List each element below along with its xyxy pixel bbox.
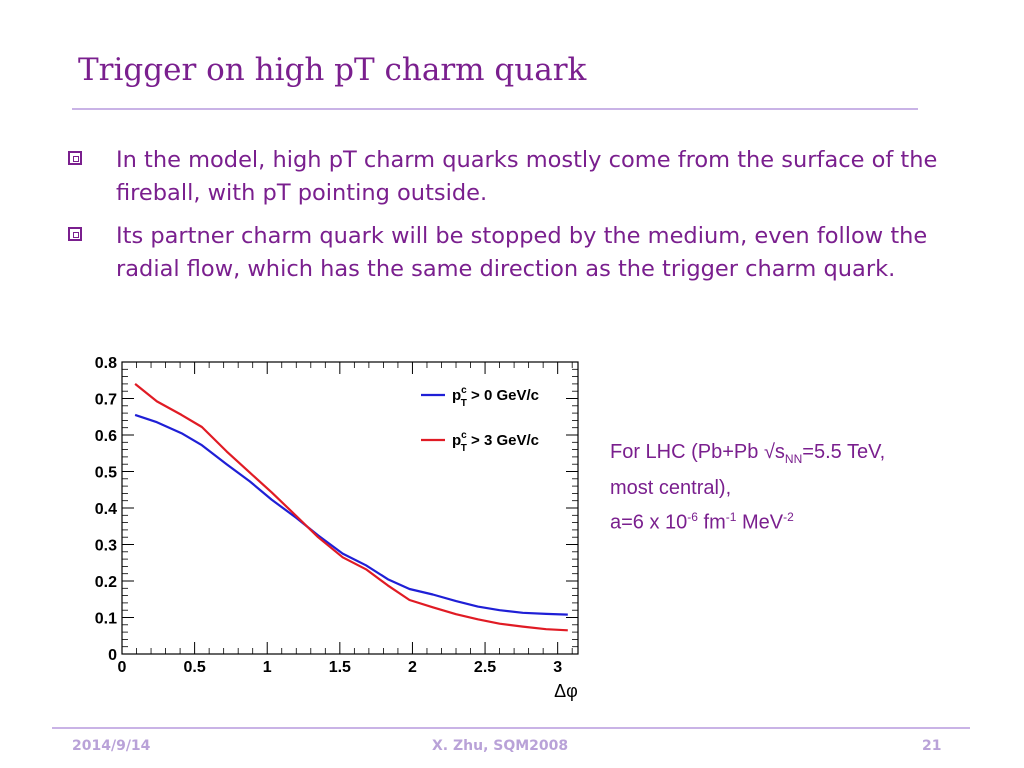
note-line-3: a=6 x 10-6 fm-1 MeV-2	[610, 510, 794, 534]
legend-label-1: pc T > 3 GeV/c	[452, 430, 539, 454]
series-line-0	[134, 413, 568, 616]
title-divider	[72, 108, 918, 110]
x-tick-label: 1	[263, 659, 272, 676]
bullet-item: Its partner charm quark will be stopped …	[66, 220, 966, 286]
y-tick-label: 0.1	[95, 611, 117, 628]
legend-label-0: pc T > 0 GeV/c	[452, 385, 539, 409]
bullet-item: In the model, high pT charm quarks mostl…	[66, 144, 966, 210]
bullet-list: In the model, high pT charm quarks mostl…	[66, 144, 966, 296]
x-tick-label: 1.5	[329, 659, 351, 676]
x-tick-label: 0	[118, 659, 127, 676]
bullet-text: Its partner charm quark will be stopped …	[116, 223, 928, 282]
y-tick-label: 0.8	[95, 355, 117, 372]
x-tick-label: 3	[553, 659, 562, 676]
note-line-2: most central),	[610, 477, 732, 499]
note-line-1: For LHC (Pb+Pb √sNN=5.5 TeV,	[610, 441, 886, 466]
y-tick-label: 0.5	[95, 465, 117, 482]
footer-divider	[52, 727, 970, 729]
correlation-chart: 0 0.1 0.2 0.3 0.4 0.5 0.6 0.7 0.8 0 0.5 1 1.5 2 2.5 3 Δφ…	[95, 355, 579, 701]
y-tick-label: 0.7	[95, 392, 117, 409]
lhc-parameters-note: For LHC (Pb+Pb √sNN=5.5 TeV, most centra…	[610, 438, 1020, 538]
series-line-1	[134, 383, 568, 632]
footer-page-number: 21	[922, 738, 942, 754]
x-axis-label: Δφ	[554, 681, 578, 701]
x-tick-label: 2	[408, 659, 417, 676]
footer-date: 2014/9/14	[72, 738, 151, 754]
y-tick-label: 0.2	[95, 574, 117, 591]
plot-frame	[121, 361, 579, 655]
square-bullet-icon	[68, 227, 82, 241]
slide-title: Trigger on high pT charm quark	[78, 52, 587, 88]
square-bullet-icon	[68, 151, 82, 165]
x-tick-label: 2.5	[474, 659, 496, 676]
y-tick-label: 0	[108, 647, 117, 664]
x-tick-label: 0.5	[183, 659, 205, 676]
bullet-text: In the model, high pT charm quarks mostl…	[116, 147, 938, 206]
y-tick-label: 0.6	[95, 428, 117, 445]
y-tick-label: 0.4	[95, 501, 117, 518]
y-tick-label: 0.3	[95, 538, 117, 555]
footer-author: X. Zhu, SQM2008	[432, 738, 569, 754]
